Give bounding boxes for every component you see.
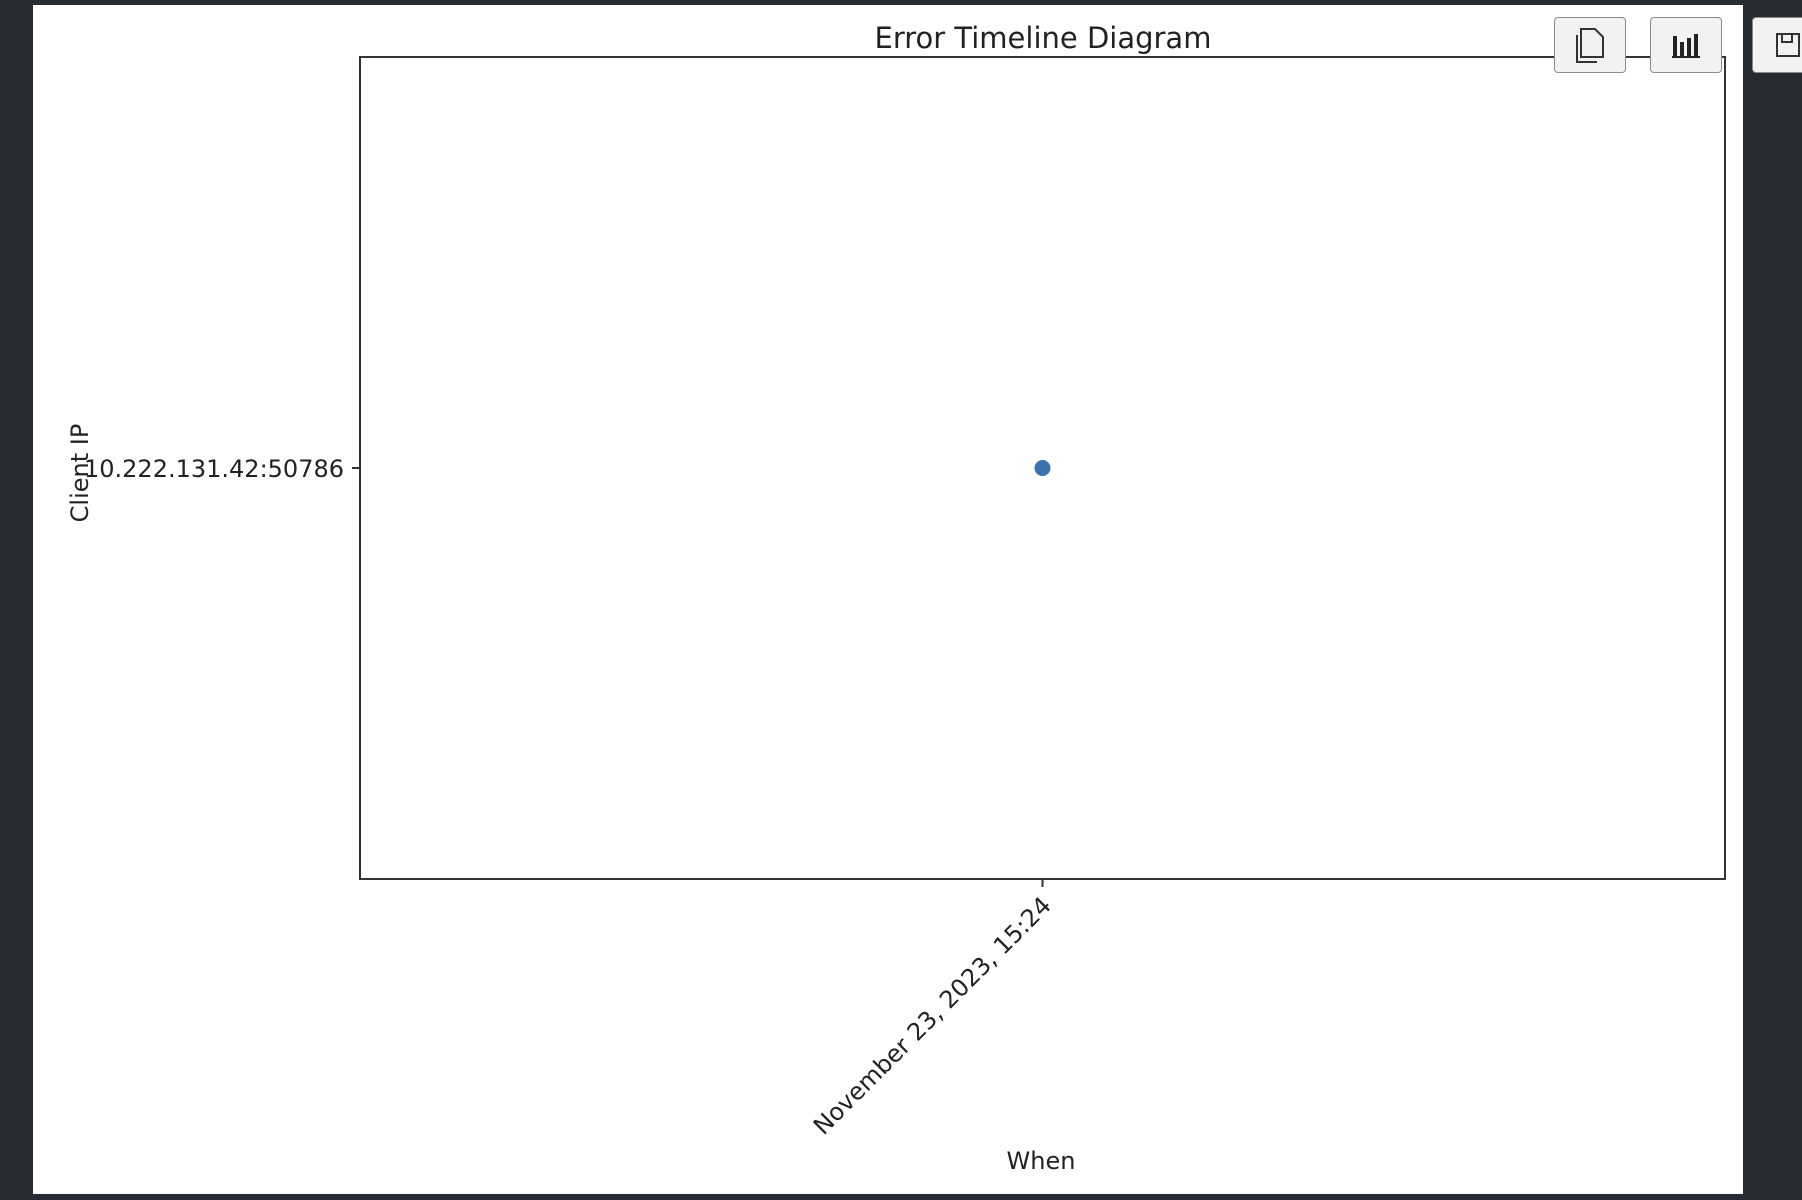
- chart-view-button[interactable]: [1650, 17, 1722, 73]
- chart-title: Error Timeline Diagram: [875, 21, 1212, 55]
- save-icon: [1776, 33, 1800, 57]
- chart-frame: Error Timeline Diagram 10.222.131.42:507…: [33, 5, 1743, 1194]
- save-button[interactable]: [1752, 17, 1802, 73]
- bar-chart-icon: [1672, 34, 1700, 58]
- x-axis-label: When: [1007, 1147, 1076, 1175]
- y-axis-label: Client IP: [66, 424, 94, 523]
- x-tick-label: November 23, 2023, 15:24: [808, 891, 1057, 1140]
- scatter-points: [1034, 460, 1051, 476]
- copy-icon: [1576, 28, 1604, 63]
- y-tick-label: 10.222.131.42:50786: [84, 455, 344, 483]
- y-axis-ticks: 10.222.131.42:50786: [84, 455, 360, 483]
- x-axis-ticks: November 23, 2023, 15:24: [808, 879, 1057, 1140]
- copy-button[interactable]: [1554, 17, 1626, 73]
- scatter-point: [1034, 460, 1051, 476]
- chart-canvas: Error Timeline Diagram 10.222.131.42:507…: [66, 21, 1726, 1175]
